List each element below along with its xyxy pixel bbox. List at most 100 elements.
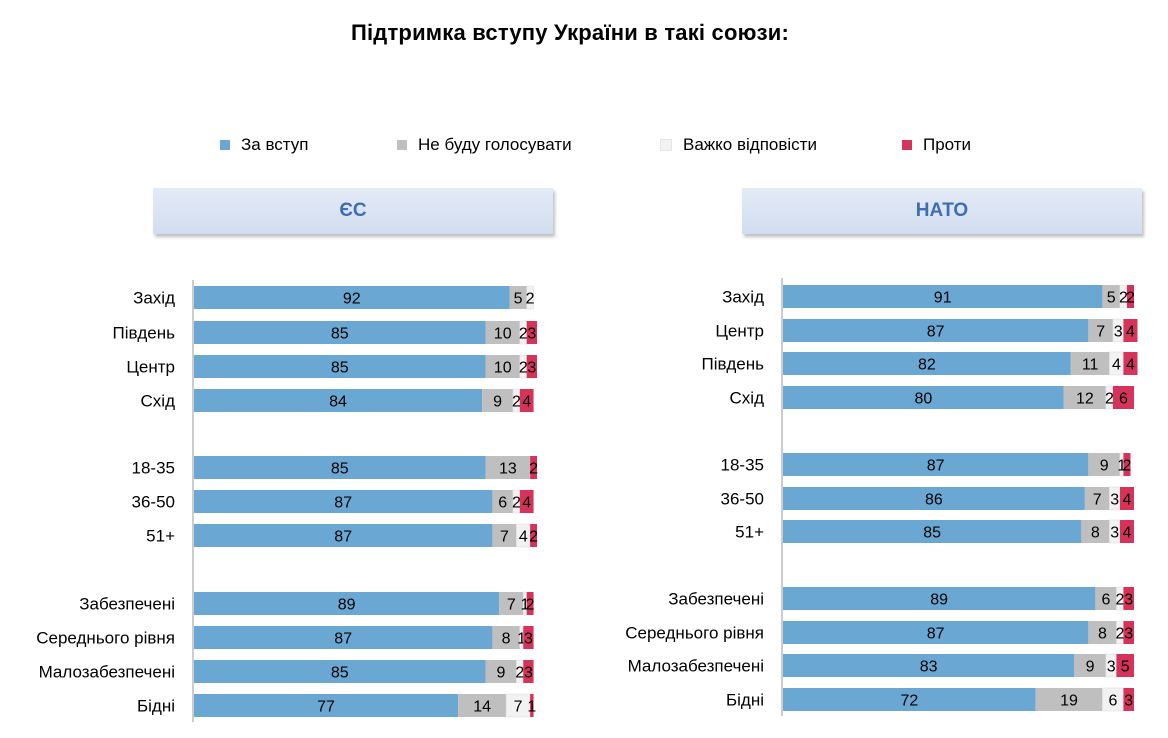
eu-bar-support [194,592,500,615]
nato-bar-against [1123,453,1131,476]
nato-category-label: Центр [715,322,764,341]
eu-bar-wont-vote [499,592,524,615]
eu-data-label-support: 87 [334,529,352,546]
nato-bar-wont-vote [1074,654,1106,677]
nato-data-label-support: 83 [920,659,938,676]
nato-data-label-hard-to-say: 2 [1105,391,1114,408]
eu-data-label-against: 3 [527,360,536,377]
eu-bar-against [526,321,537,344]
nato-data-label-against: 3 [1124,693,1133,710]
nato-data-label-hard-to-say: 2 [1116,592,1125,609]
nato-data-label-wont-vote: 19 [1060,693,1078,710]
eu-category-label: Центр [126,358,175,377]
eu-bar-against [530,456,537,479]
nato-category-label: Захід [722,288,764,307]
eu-bar-support [194,286,510,309]
eu-category-label: Бідні [137,697,175,716]
nato-data-label-support: 87 [927,458,945,475]
eu-data-label-wont-vote: 9 [497,665,506,682]
nato-data-label-hard-to-say: 1 [1117,458,1126,475]
eu-bar-wont-vote [492,524,517,547]
nato-category-label: 51+ [735,523,764,542]
nato-bar-wont-vote [1070,352,1110,375]
eu-data-label-support: 92 [343,291,361,308]
eu-bar-wont-vote [482,389,513,412]
eu-data-label-hard-to-say: 1 [521,597,530,614]
eu-data-label-wont-vote: 7 [507,597,516,614]
nato-data-label-wont-vote: 11 [1082,357,1099,374]
eu-category-label: Захід [133,289,175,308]
eu-data-label-wont-vote: 14 [473,699,491,716]
nato-data-label-hard-to-say: 3 [1110,492,1119,509]
eu-category-label: 18-35 [132,459,175,478]
nato-bar-against [1123,319,1138,342]
nato-data-label-against: 6 [1119,391,1128,408]
eu-data-label-against: 2 [529,529,538,546]
nato-data-label-wont-vote: 5 [1107,290,1116,307]
nato-data-label-wont-vote: 7 [1093,492,1102,509]
nato-data-label-support: 91 [934,290,952,307]
nato-data-label-hard-to-say: 2 [1119,290,1128,307]
nato-data-label-against: 2 [1123,458,1132,475]
nato-data-label-hard-to-say: 2 [1116,626,1125,643]
eu-data-label-against: 3 [524,631,533,648]
nato-bar-support [783,352,1071,375]
nato-bar-wont-vote [1084,487,1110,510]
nato-category-label: Схід [730,389,765,408]
nato-data-label-support: 85 [923,525,941,542]
eu-data-label-support: 85 [331,665,349,682]
legend-label-hard-to-say: Важко відповісти [683,135,817,154]
eu-bar-support [194,524,493,547]
nato-data-label-against: 3 [1124,626,1133,643]
legend-item-against: Проти [902,135,971,155]
eu-bar-wont-vote [492,626,520,649]
legend-swatch-support [220,140,230,150]
legend-item-support: За вступ [220,135,308,155]
eu-bar-support [194,626,493,649]
nato-data-label-wont-vote: 6 [1101,592,1110,609]
nato-bar-wont-vote [1088,621,1117,644]
nato-bar-support [783,285,1103,308]
eu-data-label-support: 89 [338,597,356,614]
eu-data-label-against: 1 [527,699,536,716]
eu-data-label-against: 4 [522,394,531,411]
nato-data-label-hard-to-say: 3 [1110,525,1119,542]
eu-data-label-support: 85 [331,326,349,343]
nato-bar-wont-vote [1088,453,1120,476]
nato-data-label-wont-vote: 12 [1076,391,1094,408]
eu-bar-hard-to-say [516,523,531,548]
eu-panel-header: ЄС [153,188,553,234]
eu-category-label: Схід [141,392,176,411]
eu-category-label: 51+ [146,527,175,546]
eu-data-label-against: 3 [527,326,536,343]
nato-bar-wont-vote [1095,587,1117,610]
nato-bar-support [783,688,1036,711]
nato-data-label-against: 3 [1124,592,1133,609]
nato-category-label: Південь [702,355,765,374]
nato-data-label-support: 80 [915,391,933,408]
nato-bar-against [1123,688,1134,711]
nato-bar-support [783,654,1075,677]
eu-data-label-wont-vote: 10 [494,360,512,377]
eu-category-label: Малозабезпечені [39,663,175,682]
nato-category-label: Бідні [726,691,764,710]
nato-bar-against [1119,487,1134,510]
legend-item-hard-to-say: Важко відповісти [660,135,817,155]
eu-data-label-wont-vote: 5 [514,291,523,308]
eu-bar-wont-vote [485,456,531,479]
eu-category-label: Південь [113,324,176,343]
eu-bar-hard-to-say [516,659,524,684]
eu-category-label: 36-50 [132,493,175,512]
eu-bar-against [519,490,534,513]
eu-bar-against [526,355,537,378]
nato-bar-wont-vote [1081,520,1110,543]
eu-bar-wont-vote [492,490,513,513]
eu-data-label-against: 3 [524,665,533,682]
eu-bar-hard-to-say [526,285,534,310]
nato-data-label-against: 4 [1126,357,1135,374]
eu-category-label: Середнього рівня [36,629,175,648]
nato-data-label-against: 4 [1126,324,1135,341]
eu-data-label-wont-vote: 10 [494,326,512,343]
eu-data-label-wont-vote: 6 [498,495,507,512]
